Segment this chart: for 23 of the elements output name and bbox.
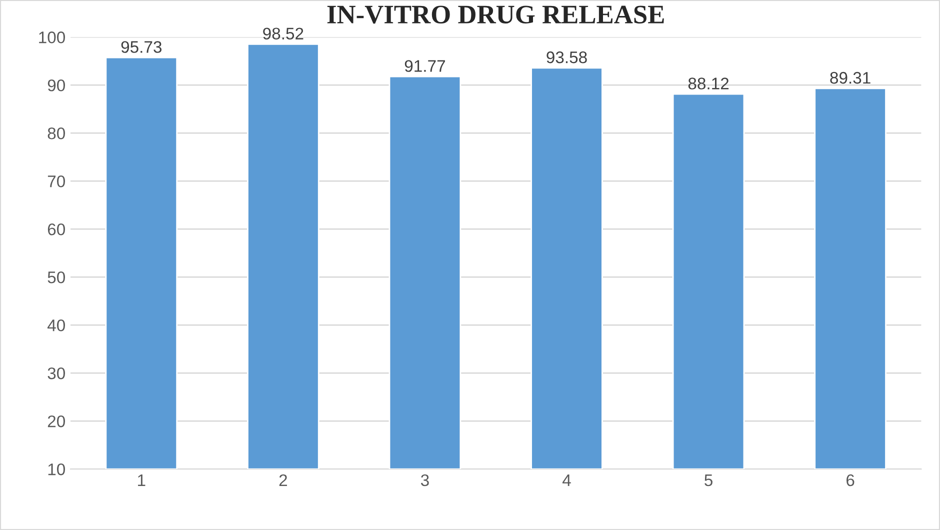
data-label: 88.12 xyxy=(688,78,729,90)
y-tick-label: 100 xyxy=(39,32,65,44)
y-tick-label: 80 xyxy=(48,127,65,140)
y-tick-label: 70 xyxy=(48,175,65,188)
x-tick-label: 5 xyxy=(704,474,712,486)
y-tick-label: 10 xyxy=(48,463,65,476)
y-tick-label: 50 xyxy=(48,271,65,284)
x-tick-label: 2 xyxy=(279,474,287,486)
x-tick-label: 1 xyxy=(138,474,146,486)
y-tick-label: 90 xyxy=(48,79,65,92)
data-label: 98.52 xyxy=(263,28,304,40)
data-label: 95.73 xyxy=(121,41,162,53)
y-tick-label: 20 xyxy=(48,415,65,428)
x-tick-label: 3 xyxy=(420,474,429,486)
x-tick-label: 4 xyxy=(562,474,571,486)
x-tick-label: 6 xyxy=(846,474,854,486)
chart-title: IN-VITRO DRUG RELEASE xyxy=(327,6,664,24)
y-tick-label: 40 xyxy=(47,319,65,332)
data-label: 89.31 xyxy=(830,72,870,84)
y-tick-label: 60 xyxy=(48,223,65,236)
data-label: 91.77 xyxy=(404,60,445,72)
y-tick-label: 30 xyxy=(48,367,65,380)
data-label: 93.58 xyxy=(546,51,587,64)
